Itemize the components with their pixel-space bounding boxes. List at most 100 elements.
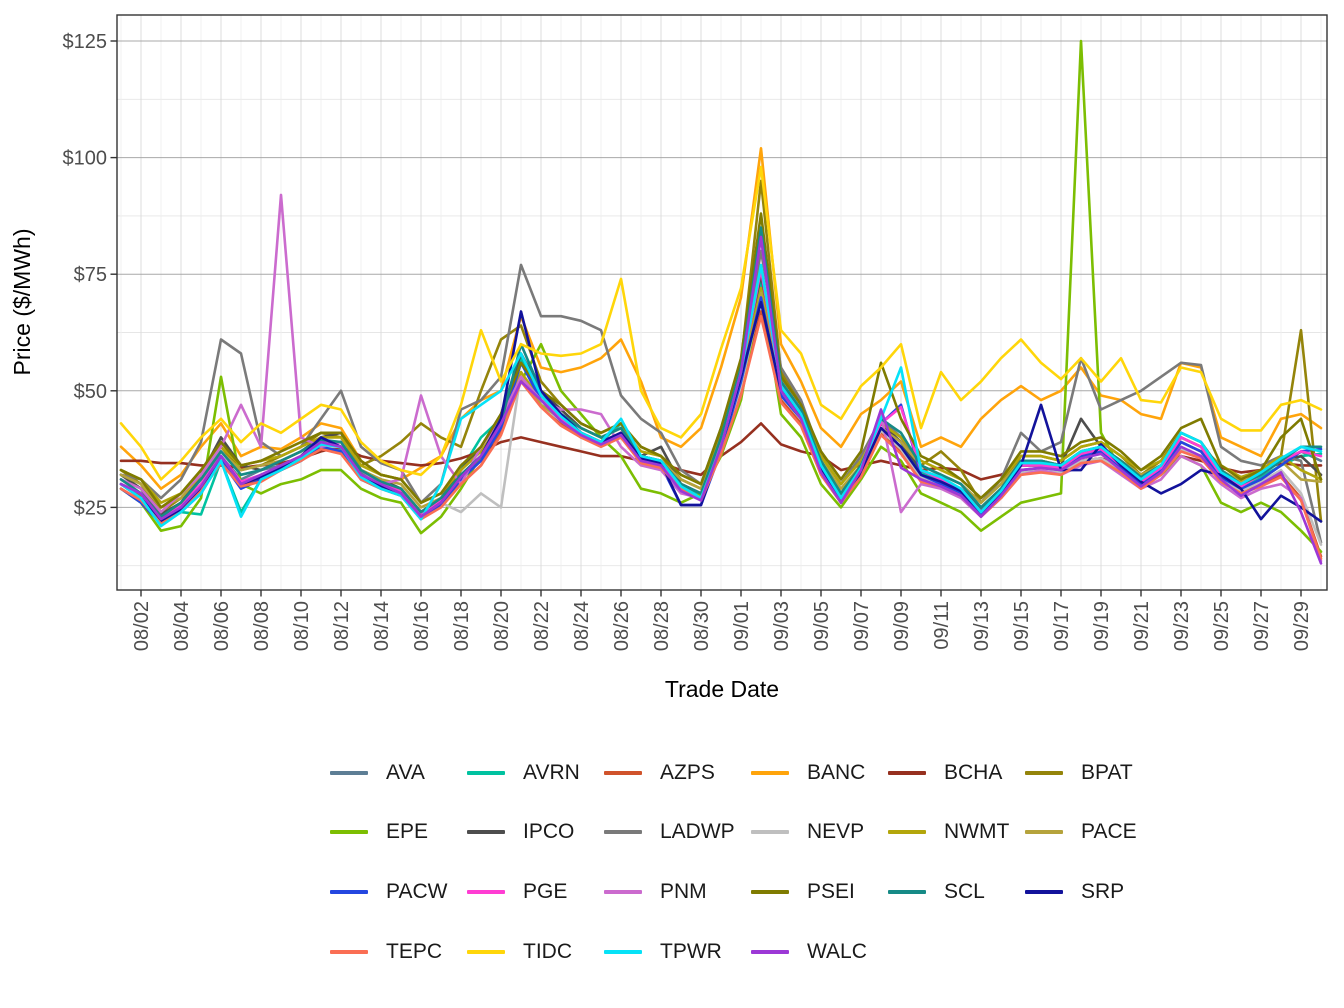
legend-item-PSEI: PSEI [751, 881, 855, 903]
y-tick-label: $75 [74, 264, 107, 286]
legend-item-PGE: PGE [467, 881, 567, 903]
x-tick-label: 09/21 [1131, 601, 1153, 651]
legend-item-PNM: PNM [604, 881, 707, 903]
legend-swatch [1025, 830, 1063, 834]
legend-swatch [751, 830, 789, 834]
legend-swatch [1025, 890, 1063, 894]
series-line-TEPC [119, 314, 1323, 561]
legend-item-BCHA: BCHA [888, 762, 1002, 784]
x-tick-label: 09/07 [851, 601, 873, 651]
legend-swatch [604, 771, 642, 775]
legend-item-IPCO: IPCO [467, 821, 574, 843]
legend-swatch [751, 890, 789, 894]
legend-item-AZPS: AZPS [604, 762, 715, 784]
legend-label: SCL [944, 880, 985, 903]
y-tick-label: $125 [63, 31, 108, 53]
x-tick-label: 08/10 [291, 601, 313, 651]
legend-swatch [467, 950, 505, 954]
legend-item-NEVP: NEVP [751, 821, 864, 843]
x-tick-label: 08/24 [571, 601, 593, 651]
x-tick-label: 09/19 [1091, 601, 1113, 651]
legend-label: IPCO [523, 820, 575, 843]
legend-label: PSEI [807, 880, 855, 903]
x-tick-label: 08/12 [331, 601, 353, 651]
legend-label: PACE [1081, 820, 1137, 843]
x-tick-label: 09/05 [811, 601, 833, 651]
x-tick-label: 08/14 [371, 601, 393, 651]
legend-label: AVRN [523, 761, 580, 784]
legend-item-SRP: SRP [1025, 881, 1124, 903]
series-line-PSEI [119, 212, 1323, 509]
x-tick-label: 08/22 [531, 601, 553, 651]
legend-swatch [330, 890, 368, 894]
legend-label: BCHA [944, 761, 1003, 784]
legend-swatch [604, 890, 642, 894]
price-chart: $25 $50 $75 $100 $125 08/02 08/04 08/06 08/08 08/… [9, 14, 1328, 702]
x-tick-label: 09/13 [971, 601, 993, 651]
x-tick-label: 08/04 [171, 601, 193, 651]
series-line-TIDC [119, 165, 1323, 481]
gridlines [117, 15, 1327, 590]
x-tick-label: 08/06 [211, 601, 233, 651]
x-tick-label: 09/09 [891, 601, 913, 651]
legend-swatch [888, 890, 926, 894]
legend-label: BPAT [1081, 761, 1133, 784]
x-tick-label: 09/15 [1011, 601, 1033, 651]
legend-label: TPWR [660, 940, 722, 963]
y-tick-label: $25 [74, 497, 107, 519]
y-tick-label: $50 [74, 381, 107, 403]
legend-label: AVA [386, 761, 425, 784]
legend-swatch [1025, 771, 1063, 775]
x-tick-label: 08/02 [131, 601, 153, 651]
x-tick-label: 09/03 [771, 601, 793, 651]
legend-item-NWMT: NWMT [888, 821, 1009, 843]
legend-swatch [604, 830, 642, 834]
legend-label: WALC [807, 940, 867, 963]
legend-label: SRP [1081, 880, 1125, 903]
series-lines [119, 39, 1323, 565]
legend-label: TEPC [386, 940, 443, 963]
x-tick-label: 08/18 [451, 601, 473, 651]
legend-item-WALC: WALC [751, 941, 867, 963]
x-tick-label: 08/20 [491, 601, 513, 651]
legend-swatch [330, 830, 368, 834]
legend-label: LADWP [660, 820, 735, 843]
x-tick-label: 09/01 [731, 601, 753, 651]
legend-label: EPE [386, 820, 429, 843]
legend-item-SCL: SCL [888, 881, 985, 903]
x-tick-label: 08/26 [611, 601, 633, 651]
legend-swatch [330, 950, 368, 954]
legend-swatch [888, 771, 926, 775]
legend-item-PACW: PACW [330, 881, 447, 903]
x-tick-label: 08/28 [651, 601, 673, 651]
panel-border [116, 14, 1328, 591]
x-tick-label: 09/27 [1251, 601, 1273, 651]
legend-swatch [467, 771, 505, 775]
legend-item-LADWP: LADWP [604, 821, 735, 843]
y-tick-label: $100 [63, 148, 108, 170]
y-axis-title: Price ($/MWh) [9, 229, 35, 376]
x-tick-label: 08/16 [411, 601, 433, 651]
legend-swatch [467, 830, 505, 834]
x-tick-label: 08/30 [691, 601, 713, 651]
legend-item-TPWR: TPWR [604, 941, 722, 963]
series-line-SCL [119, 226, 1323, 519]
legend-item-EPE: EPE [330, 821, 428, 843]
legend-label: AZPS [660, 761, 715, 784]
legend-item-TEPC: TEPC [330, 941, 442, 963]
legend-swatch [751, 771, 789, 775]
legend-item-BPAT: BPAT [1025, 762, 1133, 784]
legend-swatch [751, 950, 789, 954]
legend-item-AVA: AVA [330, 762, 425, 784]
legend-swatch [467, 890, 505, 894]
axis-ticks: $25 $50 $75 $100 $125 08/02 08/04 08/06 08/08 08/… [63, 31, 1313, 651]
legend-item-BANC: BANC [751, 762, 865, 784]
legend-label: NEVP [807, 820, 865, 843]
legend-swatch [604, 950, 642, 954]
series-line-WALC [119, 235, 1323, 565]
legend-label: PNM [660, 880, 707, 903]
x-tick-label: 09/29 [1291, 601, 1313, 651]
x-tick-label: 09/23 [1171, 601, 1193, 651]
x-tick-label: 08/08 [251, 601, 273, 651]
